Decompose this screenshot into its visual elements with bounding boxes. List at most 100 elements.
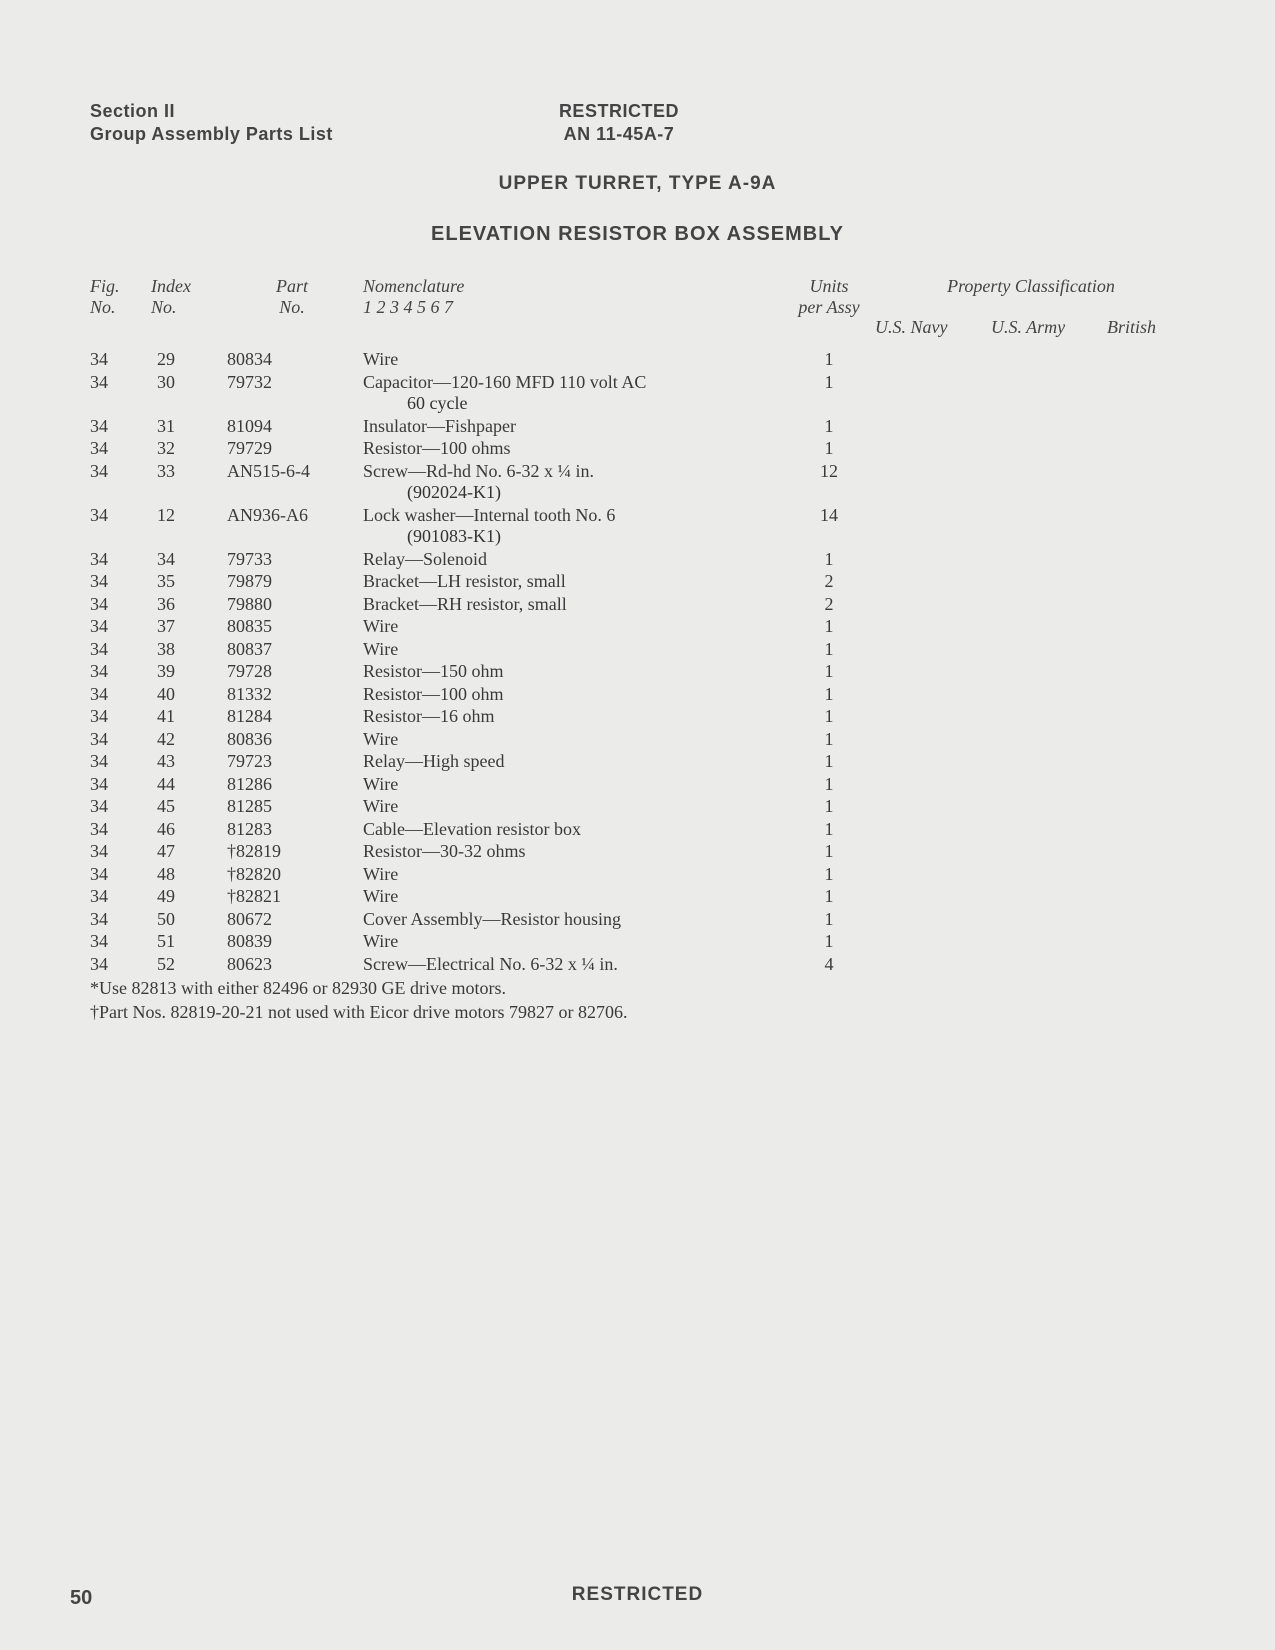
cell-index: 35 bbox=[151, 570, 221, 593]
cell-units: 1 bbox=[789, 705, 869, 728]
table-row: 343579879Bracket—LH resistor, small2 bbox=[90, 570, 1185, 593]
cell-army bbox=[991, 371, 1101, 394]
cell-army bbox=[991, 705, 1101, 728]
cell-fig: 34 bbox=[90, 728, 145, 751]
cell-british bbox=[1107, 773, 1187, 796]
cell-nomenclature: Cable—Elevation resistor box bbox=[363, 818, 783, 841]
cell-units: 1 bbox=[789, 348, 869, 371]
cell-army bbox=[991, 570, 1101, 593]
cell-part: 80836 bbox=[227, 728, 357, 751]
cell-part: AN936-A6 bbox=[227, 504, 357, 527]
cell-part: 81332 bbox=[227, 683, 357, 706]
cell-army bbox=[991, 415, 1101, 438]
cell-navy bbox=[875, 750, 985, 773]
cell-part: †82819 bbox=[227, 840, 357, 863]
cell-part: 81286 bbox=[227, 773, 357, 796]
footnote-dagger: †Part Nos. 82819-20-21 not used with Eic… bbox=[90, 1001, 1185, 1024]
cell-nomenclature: Wire bbox=[363, 638, 783, 661]
table-row: 344280836Wire1 bbox=[90, 728, 1185, 751]
cell-british bbox=[1107, 683, 1187, 706]
cell-units: 1 bbox=[789, 818, 869, 841]
cell-units: 1 bbox=[789, 930, 869, 953]
cell-navy bbox=[875, 863, 985, 886]
table-row: 344681283Cable—Elevation resistor box1 bbox=[90, 818, 1185, 841]
cell-index: 37 bbox=[151, 615, 221, 638]
cell-index: 40 bbox=[151, 683, 221, 706]
table-row-continuation: (902024-K1) bbox=[90, 482, 1185, 504]
cell-units: 1 bbox=[789, 415, 869, 438]
cell-navy bbox=[875, 840, 985, 863]
cell-navy bbox=[875, 638, 985, 661]
cell-fig: 34 bbox=[90, 570, 145, 593]
cell-british bbox=[1107, 437, 1187, 460]
cell-units: 12 bbox=[789, 460, 869, 483]
footnote-asterisk: *Use 82813 with either 82496 or 82930 GE… bbox=[90, 977, 1185, 1000]
cell-fig: 34 bbox=[90, 705, 145, 728]
cell-fig: 34 bbox=[90, 795, 145, 818]
cell-nomenclature: Relay—High speed bbox=[363, 750, 783, 773]
page-header: Section II Group Assembly Parts List RES… bbox=[90, 100, 1185, 145]
cell-fig: 34 bbox=[90, 750, 145, 773]
cell-part: 80839 bbox=[227, 930, 357, 953]
table-row: 343079732Capacitor—120-160 MFD 110 volt … bbox=[90, 371, 1185, 394]
cell-navy bbox=[875, 593, 985, 616]
cell-army bbox=[991, 908, 1101, 931]
table-row: 345180839Wire1 bbox=[90, 930, 1185, 953]
cell-fig: 34 bbox=[90, 593, 145, 616]
cell-navy bbox=[875, 683, 985, 706]
cell-units: 1 bbox=[789, 908, 869, 931]
col-part: Part No. bbox=[227, 276, 357, 317]
cell-index: 42 bbox=[151, 728, 221, 751]
section-label: Section II bbox=[90, 100, 333, 123]
cell-british bbox=[1107, 660, 1187, 683]
cell-army bbox=[991, 840, 1101, 863]
cell-units: 1 bbox=[789, 863, 869, 886]
cell-fig: 34 bbox=[90, 460, 145, 483]
cell-army bbox=[991, 750, 1101, 773]
cell-nomenclature: Bracket—LH resistor, small bbox=[363, 570, 783, 593]
cell-navy bbox=[875, 908, 985, 931]
cell-army bbox=[991, 773, 1101, 796]
cell-army bbox=[991, 615, 1101, 638]
cell-part: 79733 bbox=[227, 548, 357, 571]
cell-nomenclature: Cover Assembly—Resistor housing bbox=[363, 908, 783, 931]
cell-units: 1 bbox=[789, 548, 869, 571]
cell-index: 36 bbox=[151, 593, 221, 616]
col-property-classification: Property Classification bbox=[875, 276, 1187, 317]
cell-nomenclature-cont: 60 cycle bbox=[363, 393, 783, 415]
cell-british bbox=[1107, 818, 1187, 841]
table-row: 3449†82821Wire1 bbox=[90, 885, 1185, 908]
cell-index: 47 bbox=[151, 840, 221, 863]
cell-index: 41 bbox=[151, 705, 221, 728]
cell-index: 46 bbox=[151, 818, 221, 841]
cell-units: 1 bbox=[789, 371, 869, 394]
cell-nomenclature: Wire bbox=[363, 863, 783, 886]
table-row: 3448†82820Wire1 bbox=[90, 863, 1185, 886]
col-british: British bbox=[1107, 317, 1187, 338]
cell-british bbox=[1107, 570, 1187, 593]
cell-british bbox=[1107, 953, 1187, 976]
table-body: 342980834Wire1343079732Capacitor—120-160… bbox=[90, 348, 1185, 975]
table-row: 345080672Cover Assembly—Resistor housing… bbox=[90, 908, 1185, 931]
cell-british bbox=[1107, 371, 1187, 394]
cell-units: 1 bbox=[789, 840, 869, 863]
cell-navy bbox=[875, 818, 985, 841]
table-row: 344379723Relay—High speed1 bbox=[90, 750, 1185, 773]
cell-index: 29 bbox=[151, 348, 221, 371]
cell-units: 1 bbox=[789, 615, 869, 638]
cell-units: 1 bbox=[789, 795, 869, 818]
cell-army bbox=[991, 593, 1101, 616]
cell-army bbox=[991, 460, 1101, 483]
cell-nomenclature: Resistor—100 ohm bbox=[363, 683, 783, 706]
cell-part: 79732 bbox=[227, 371, 357, 394]
cell-fig: 34 bbox=[90, 818, 145, 841]
cell-british bbox=[1107, 548, 1187, 571]
cell-navy bbox=[875, 371, 985, 394]
cell-index: 48 bbox=[151, 863, 221, 886]
col-index: Index No. bbox=[151, 276, 221, 317]
cell-army bbox=[991, 437, 1101, 460]
cell-nomenclature-cont: (901083-K1) bbox=[363, 526, 783, 548]
table-header-row1: Fig. No. Index No. Part No. Nomenclature… bbox=[90, 276, 1185, 317]
cell-fig: 34 bbox=[90, 348, 145, 371]
table-row: 343780835Wire1 bbox=[90, 615, 1185, 638]
